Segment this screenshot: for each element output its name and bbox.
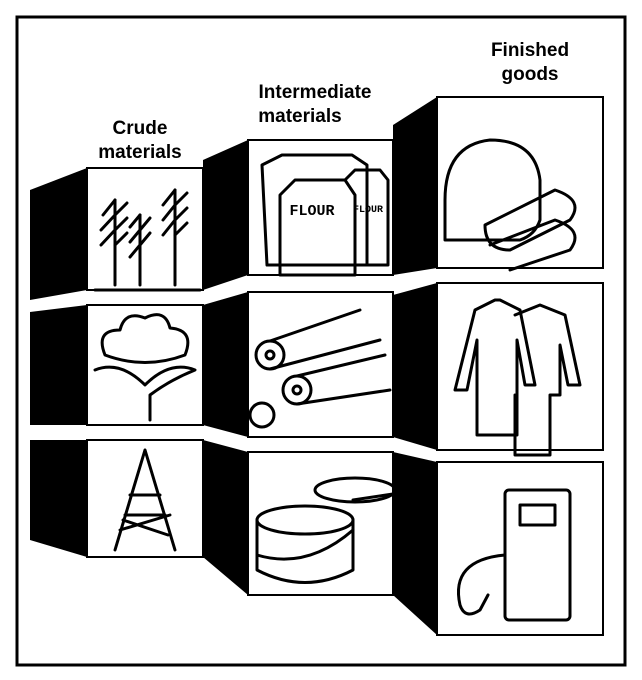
diagram: Crude materials Intermediate materials F…	[0, 0, 642, 680]
bag-label: FLOUR	[289, 203, 334, 220]
bag-label: FLOUR	[353, 205, 383, 216]
column-heading: materials	[98, 142, 181, 163]
column-heading: Crude	[113, 118, 168, 139]
column-heading: goods	[502, 64, 559, 85]
column-heading: Finished	[491, 40, 569, 61]
column-heading: materials	[258, 106, 341, 127]
column-heading: Intermediate	[259, 82, 372, 103]
